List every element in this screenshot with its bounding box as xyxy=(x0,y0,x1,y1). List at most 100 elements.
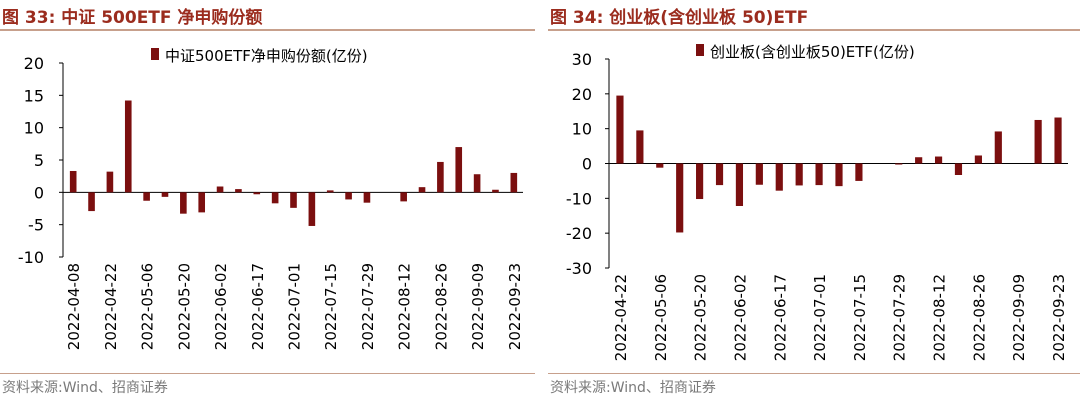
bar xyxy=(235,189,242,193)
figure-title: 图 34: 创业板(含创业板 50)ETF xyxy=(550,8,809,28)
bar xyxy=(510,172,518,193)
bar xyxy=(455,147,463,193)
bar xyxy=(271,192,279,204)
bar xyxy=(775,163,783,191)
bar xyxy=(253,192,261,195)
legend-swatch xyxy=(696,44,704,56)
bar xyxy=(1034,119,1042,164)
bar xyxy=(308,192,316,226)
y-tick-label: -30 xyxy=(566,259,592,278)
y-tick-label: 10 xyxy=(572,120,592,139)
x-tick-label: 2022-06-02 xyxy=(212,263,230,350)
bar xyxy=(696,163,704,200)
bar xyxy=(437,161,444,193)
bar xyxy=(143,192,150,201)
bar xyxy=(656,163,664,168)
x-tick-label: 2022-07-15 xyxy=(851,274,869,361)
legend-swatch xyxy=(151,48,159,60)
bar xyxy=(735,163,744,206)
source-note: 资料来源:Wind、招商证券 xyxy=(550,380,716,396)
bar xyxy=(124,100,132,193)
bar xyxy=(815,163,823,186)
x-tick-label: 2022-05-06 xyxy=(139,263,157,350)
bar xyxy=(198,192,206,213)
x-tick-label: 2022-06-17 xyxy=(771,274,789,361)
bar xyxy=(290,192,297,208)
bar xyxy=(161,192,169,197)
source-divider xyxy=(0,373,535,374)
bar xyxy=(492,189,499,193)
bar xyxy=(400,192,407,202)
bar xyxy=(676,163,684,233)
legend-label: 创业板(含创业板50)ETF(亿份) xyxy=(710,43,915,61)
bar xyxy=(616,95,624,164)
bar xyxy=(363,192,371,203)
bar xyxy=(106,171,114,193)
y-tick-label: 0 xyxy=(34,183,44,202)
bar xyxy=(974,155,982,164)
figure-34-panel: 图 34: 创业板(含创业板 50)ETF -30 -20 -10 0 10 20 30 20… xyxy=(548,0,1080,402)
x-tick-label: 2022-06-02 xyxy=(731,274,749,361)
figure-33-panel: 图 33: 中证 500ETF 净申购份额 -10 -5 0 5 10 15 20 2022-… xyxy=(0,0,535,402)
bar xyxy=(895,163,903,165)
x-tick-label: 2022-05-06 xyxy=(652,274,670,361)
y-tick-label: 10 xyxy=(24,119,44,138)
figure-title: 图 33: 中证 500ETF 净申购份额 xyxy=(2,8,263,28)
x-tick-label: 2022-07-15 xyxy=(322,263,340,350)
y-tick-label: -10 xyxy=(18,248,44,267)
bar xyxy=(795,163,803,186)
x-tick-label: 2022-06-17 xyxy=(249,263,267,350)
bar xyxy=(345,192,352,200)
x-tick-label: 2022-07-29 xyxy=(891,274,909,361)
x-tick-label: 2022-08-26 xyxy=(432,263,450,350)
bar xyxy=(418,187,426,193)
x-tick-label: 2022-09-09 xyxy=(469,263,487,350)
source-note: 资料来源:Wind、招商证券 xyxy=(2,380,168,396)
bar xyxy=(216,186,224,193)
bar xyxy=(915,157,923,164)
chart-etf500: -10 -5 0 5 10 15 20 2022-04-08 2022-04-22 2022-05… xyxy=(18,47,524,350)
bar xyxy=(994,131,1002,164)
bar xyxy=(855,163,863,181)
bar xyxy=(755,163,763,185)
x-tick-label: 2022-08-26 xyxy=(970,274,988,361)
x-tick-label: 2022-07-01 xyxy=(811,274,829,361)
y-tick-label: -5 xyxy=(28,216,44,235)
y-tick-label: -10 xyxy=(566,189,592,208)
bar xyxy=(954,163,963,175)
bar xyxy=(1054,117,1062,164)
x-tick-label: 2022-08-12 xyxy=(931,274,949,361)
x-tick-label: 2022-04-22 xyxy=(102,263,120,350)
bar xyxy=(835,163,843,187)
x-tick-label: 2022-09-23 xyxy=(506,263,524,350)
x-tick-label: 2022-07-29 xyxy=(359,263,377,350)
y-tick-label: 15 xyxy=(24,86,44,105)
bar xyxy=(636,130,644,164)
y-tick-label: 5 xyxy=(34,151,44,170)
x-tick-label: 2022-09-23 xyxy=(1050,274,1068,361)
x-tick-label: 2022-09-09 xyxy=(1010,274,1028,361)
y-tick-label: 0 xyxy=(582,155,592,174)
y-tick-label: 30 xyxy=(572,50,592,69)
bar xyxy=(473,174,481,193)
x-tick-label: 2022-08-12 xyxy=(396,263,414,350)
source-divider xyxy=(548,373,1080,374)
bar xyxy=(715,163,724,186)
y-tick-label: 20 xyxy=(572,85,592,104)
title-divider xyxy=(548,29,1080,31)
x-tick-label: 2022-04-08 xyxy=(65,263,83,350)
y-tick-label: -20 xyxy=(566,224,592,243)
title-divider xyxy=(0,29,535,31)
bar xyxy=(180,192,187,214)
x-tick-label: 2022-05-20 xyxy=(692,274,710,361)
legend-label: 中证500ETF净申购份额(亿份) xyxy=(165,47,368,65)
x-tick-label: 2022-07-01 xyxy=(286,263,304,350)
bar xyxy=(69,170,77,193)
bar xyxy=(88,192,95,212)
x-tick-label: 2022-04-22 xyxy=(612,274,630,361)
x-tick-label: 2022-05-20 xyxy=(175,263,193,350)
y-tick-label: 20 xyxy=(24,54,44,73)
chart-chinext-etf: -30 -20 -10 0 10 20 30 2022-04-22 2022-05-06 2022… xyxy=(566,43,1068,361)
bar xyxy=(326,190,334,193)
bar xyxy=(934,156,943,164)
